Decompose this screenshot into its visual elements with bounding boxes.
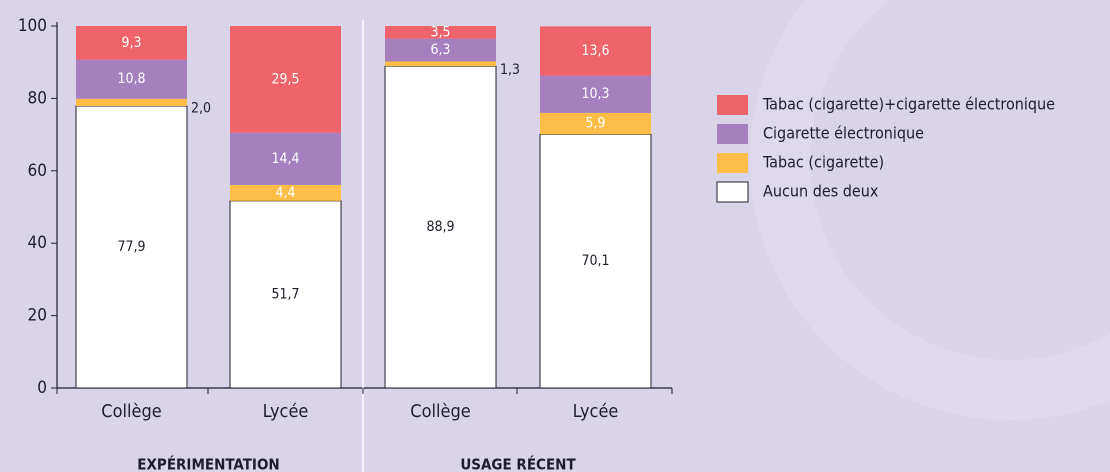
bar-segment bbox=[75, 105, 188, 389]
bar-segment bbox=[230, 132, 341, 185]
bar-segment bbox=[384, 65, 497, 389]
legend-swatch bbox=[717, 153, 748, 173]
legend-label: Cigarette électronique bbox=[763, 124, 924, 143]
legend-label: Aucun des deux bbox=[763, 182, 879, 201]
bar-segment bbox=[385, 61, 496, 67]
bar-segment bbox=[540, 112, 651, 135]
value-label: 9,3 bbox=[121, 35, 141, 51]
y-tick-label: 80 bbox=[28, 88, 47, 108]
bar-segment bbox=[540, 26, 651, 76]
bar-segment bbox=[540, 75, 651, 113]
y-tick-label: 100 bbox=[18, 16, 47, 36]
legend-label: Tabac (cigarette) bbox=[762, 153, 884, 172]
value-label: 10,3 bbox=[581, 86, 609, 102]
y-tick-label: 20 bbox=[28, 306, 47, 326]
value-label: 88,9 bbox=[426, 219, 454, 235]
bar-segment bbox=[76, 59, 187, 99]
x-tick-label: Collège bbox=[101, 401, 161, 422]
y-tick-label: 0 bbox=[37, 378, 47, 398]
value-label: 77,9 bbox=[117, 239, 145, 255]
bar-segment bbox=[76, 26, 187, 60]
value-label: 51,7 bbox=[271, 286, 299, 302]
value-label: 5,9 bbox=[585, 116, 605, 132]
legend-swatch bbox=[717, 95, 748, 115]
value-label: 6,3 bbox=[430, 42, 450, 58]
value-label: 3,5 bbox=[430, 24, 450, 40]
value-label: 2,0 bbox=[191, 100, 211, 116]
group-label: USAGE RÉCENT bbox=[460, 455, 576, 472]
y-tick-label: 40 bbox=[28, 233, 47, 253]
group-label: EXPÉRIMENTATION bbox=[137, 455, 279, 472]
bar-segment bbox=[539, 133, 652, 389]
x-tick-label: Collège bbox=[410, 401, 470, 422]
value-label: 1,3 bbox=[500, 62, 520, 78]
bar-segment bbox=[385, 26, 496, 39]
bar-segment bbox=[230, 26, 341, 133]
decoration bbox=[750, 0, 1110, 420]
value-label: 10,8 bbox=[117, 71, 145, 87]
value-label: 29,5 bbox=[271, 71, 299, 87]
legend-swatch bbox=[716, 181, 749, 203]
legend-label: Tabac (cigarette)+cigarette électronique bbox=[762, 95, 1055, 114]
legend-swatch bbox=[717, 124, 748, 144]
y-tick-label: 60 bbox=[28, 161, 47, 181]
bar-segment bbox=[230, 184, 341, 201]
value-label: 70,1 bbox=[581, 253, 609, 269]
x-tick-label: Lycée bbox=[263, 401, 309, 422]
value-label: 4,4 bbox=[275, 185, 295, 201]
bar-segment bbox=[76, 98, 187, 107]
value-label: 13,6 bbox=[581, 43, 609, 59]
value-label: 14,4 bbox=[271, 151, 299, 167]
bar-segment bbox=[385, 38, 496, 62]
x-tick-label: Lycée bbox=[573, 401, 619, 422]
